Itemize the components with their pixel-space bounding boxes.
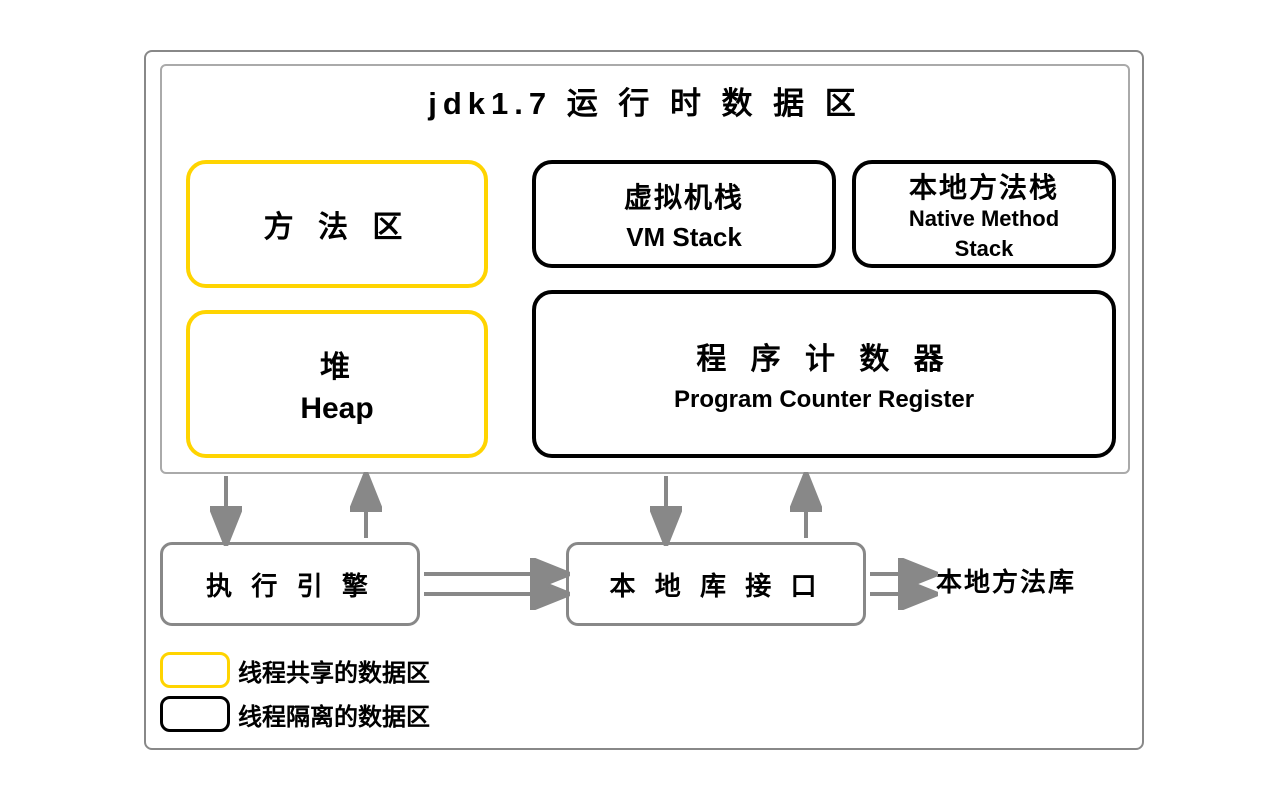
- method-area-box: 方 法 区: [186, 160, 488, 288]
- native-lib-interface-label: 本 地 库 接 口: [610, 566, 823, 603]
- native-stack-box: 本地方法栈 Native Method Stack: [852, 160, 1116, 268]
- vm-stack-box: 虚拟机栈 VM Stack: [532, 160, 836, 268]
- heap-label-en: Heap: [300, 392, 373, 426]
- vm-stack-label-cn: 虚拟机栈: [624, 176, 744, 216]
- method-area-label: 方 法 区: [264, 202, 411, 246]
- pc-register-label-cn: 程 序 计 数 器: [696, 334, 951, 378]
- legend-swatch-isolated: [160, 696, 230, 732]
- pc-register-label-en: Program Counter Register: [674, 386, 974, 414]
- heap-label-cn: 堆: [320, 342, 354, 386]
- native-stack-label-en-1: Native Method: [909, 206, 1059, 232]
- exec-engine-label: 执 行 引 擎: [206, 566, 374, 603]
- legend-row-shared: 线程共享的数据区: [160, 652, 430, 688]
- pc-register-box: 程 序 计 数 器 Program Counter Register: [532, 290, 1116, 458]
- native-lib-interface-box: 本 地 库 接 口: [566, 542, 866, 626]
- legend-shared-label: 线程共享的数据区: [238, 653, 430, 688]
- runtime-data-area: jdk1.7 运 行 时 数 据 区 方 法 区 堆 Heap 虚拟机栈 VM …: [160, 64, 1130, 474]
- vm-stack-label-en: VM Stack: [626, 222, 742, 253]
- diagram-title: jdk1.7 运 行 时 数 据 区: [162, 78, 1128, 123]
- legend-row-isolated: 线程隔离的数据区: [160, 696, 430, 732]
- exec-engine-box: 执 行 引 擎: [160, 542, 420, 626]
- legend-swatch-shared: [160, 652, 230, 688]
- native-stack-label-en-2: Stack: [955, 236, 1014, 262]
- native-method-lib-label: 本地方法库: [936, 562, 1076, 599]
- legend-isolated-label: 线程隔离的数据区: [238, 697, 430, 732]
- legend: 线程共享的数据区 线程隔离的数据区: [160, 652, 430, 740]
- native-stack-label-cn: 本地方法栈: [909, 166, 1059, 206]
- diagram-container: jdk1.7 运 行 时 数 据 区 方 法 区 堆 Heap 虚拟机栈 VM …: [144, 50, 1144, 750]
- heap-box: 堆 Heap: [186, 310, 488, 458]
